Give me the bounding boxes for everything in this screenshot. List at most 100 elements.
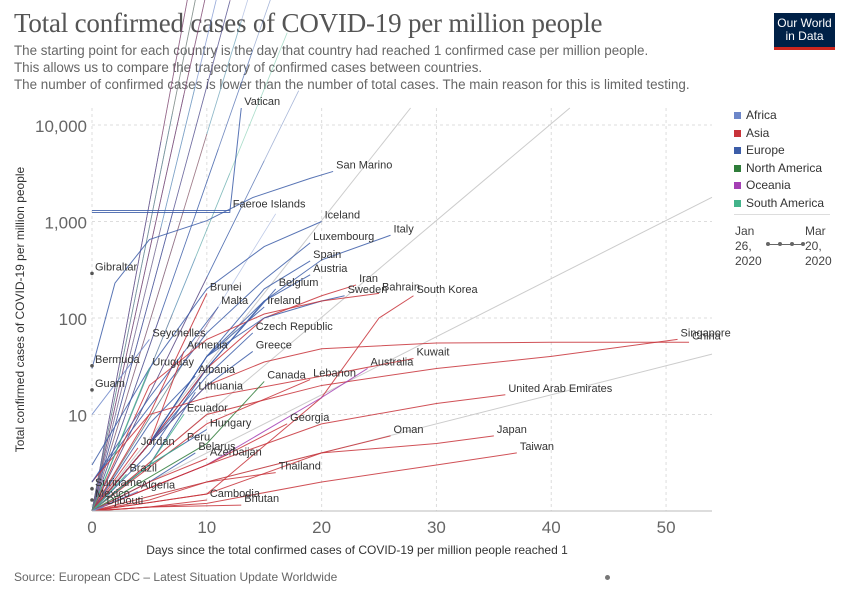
series-label: Iran	[359, 273, 378, 285]
timeline-start-day: 26,	[735, 239, 752, 253]
legend-swatch	[734, 147, 741, 155]
series-line	[91, 490, 139, 512]
series-label: United Arab Emirates	[508, 383, 612, 395]
background-country-line	[91, 209, 185, 512]
series-line	[91, 458, 208, 512]
logo-line: in Data	[785, 29, 824, 43]
series-line	[91, 368, 150, 512]
legend-item-oceania[interactable]: Oceania	[734, 178, 834, 196]
series-label: Spain	[313, 249, 341, 261]
series-point	[90, 388, 94, 392]
series-line	[91, 375, 196, 512]
series-label: Lithuania	[198, 380, 244, 392]
series-label: Canada	[267, 369, 306, 381]
series-label: Jordan	[141, 436, 175, 448]
background-country-line	[91, 50, 254, 512]
series-label: Bahrain	[382, 281, 420, 293]
series-label: Brunei	[210, 281, 242, 293]
background-country-line	[91, 306, 219, 512]
series-label: Czech Republic	[256, 321, 334, 333]
timeline-start-date: Jan 26, 2020	[735, 224, 775, 269]
y-axis-title: Total confirmed cases of COVID-19 per mi…	[13, 166, 27, 452]
series-label: Japan	[497, 424, 527, 436]
legend-item-asia[interactable]: Asia	[734, 126, 834, 144]
chart-title: Total confirmed cases of COVID-19 per mi…	[14, 8, 603, 38]
background-country-line	[91, 113, 173, 512]
series-label: Algeria	[141, 479, 176, 491]
series-line	[91, 306, 219, 483]
background-country-line	[91, 20, 242, 512]
timeline-track[interactable]	[767, 244, 803, 245]
series-line	[91, 339, 150, 415]
series-label: Uruguay	[152, 356, 194, 368]
series-label: Albania	[198, 364, 236, 376]
background-country-line	[91, 277, 208, 512]
series-label: China	[692, 330, 722, 342]
timeline-end-handle[interactable]	[801, 242, 805, 246]
subtitle-line: This allows us to compare the trajectory…	[14, 60, 483, 75]
series-label: Belarus	[198, 441, 236, 453]
series-label: Bhutan	[244, 493, 279, 505]
series-point	[90, 498, 94, 502]
background-country-line	[91, 0, 206, 512]
series-point	[90, 486, 94, 491]
timeline-start-year: 2020	[735, 254, 762, 268]
series-line	[91, 221, 322, 466]
legend-item-north-america[interactable]: North America	[734, 161, 834, 179]
series-line	[91, 242, 311, 483]
background-country-line	[91, 313, 162, 512]
background-country-line	[91, 0, 188, 512]
series-label: Iceland	[325, 209, 360, 221]
series-label: Brazil	[129, 462, 157, 474]
background-country-line	[91, 0, 188, 512]
subtitle-line: The starting point for each country is t…	[14, 43, 649, 58]
timeline-end-day: 20,	[805, 239, 822, 253]
series-label: Azerbaijan	[210, 446, 262, 458]
background-country-line	[91, 0, 206, 512]
background-country-line	[91, 160, 265, 512]
doubling-reference-line	[91, 107, 411, 512]
series-label: San Marino	[336, 159, 392, 171]
timeline-step-dot	[790, 242, 794, 246]
legend-item-europe[interactable]: Europe	[734, 143, 834, 161]
series-label: Seychelles	[152, 327, 206, 339]
legend-swatch	[734, 112, 741, 119]
series-line	[91, 351, 185, 512]
series-line	[91, 170, 334, 369]
series-line	[91, 506, 104, 512]
y-tick-label: 10	[68, 406, 87, 425]
x-tick-label: 20	[312, 518, 331, 537]
series-label: Oman	[394, 424, 424, 436]
series-label: Armenia	[187, 339, 229, 351]
series-label: Suriname	[95, 477, 142, 489]
background-country-line	[91, 141, 162, 512]
series-label: Italy	[394, 223, 415, 235]
series-label: Faeroe Islands	[233, 198, 306, 210]
source-note[interactable]: Source: European CDC – Latest Situation …	[14, 570, 338, 584]
series-label: Greece	[256, 339, 292, 351]
series-label: Gibraltar	[95, 261, 138, 273]
legend-swatch	[734, 182, 741, 190]
timeline-start-month: Jan	[735, 224, 755, 238]
series-line	[92, 107, 242, 213]
series-label: Cambodia	[210, 488, 261, 500]
background-country-line	[91, 0, 206, 512]
legend-item-africa[interactable]: Africa	[734, 108, 834, 126]
series-label: South Korea	[416, 284, 478, 296]
chart-subtitle: The starting point for each country is t…	[14, 42, 754, 93]
timeline-start-handle[interactable]	[766, 242, 770, 246]
background-country-line	[91, 0, 249, 512]
background-country-line	[91, 134, 208, 512]
series-label: Singapore	[681, 327, 731, 339]
legend-swatch	[734, 199, 741, 207]
legend-divider	[734, 214, 830, 215]
legend-item-south-america[interactable]: South America	[734, 196, 834, 214]
background-country-line	[91, 0, 196, 512]
series-line	[91, 472, 276, 512]
owid-logo[interactable]: Our World in Data	[774, 13, 835, 50]
series-line	[91, 504, 242, 512]
series-label: Taiwan	[520, 441, 554, 453]
background-country-line	[91, 0, 231, 512]
y-tick-label: 100	[59, 310, 87, 329]
series-label: Sweden	[348, 284, 388, 296]
